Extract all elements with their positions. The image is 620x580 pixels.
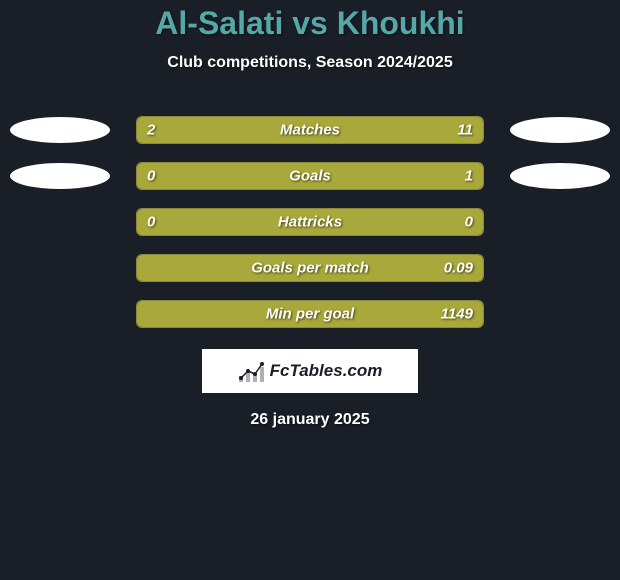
logo-text: FcTables.com — [270, 361, 383, 381]
stat-label: Min per goal — [266, 306, 354, 323]
stat-bar: 0 0 Hattricks — [136, 208, 484, 236]
left-value: 0 — [147, 214, 155, 231]
stat-label: Goals — [289, 168, 331, 185]
left-value: 0 — [147, 168, 155, 185]
subtitle: Club competitions, Season 2024/2025 — [0, 54, 620, 72]
stats-rows: 2 11 Matches 0 1 Goals 0 0 Hattricks 0.09 Goals pe… — [0, 107, 620, 337]
stat-label: Matches — [280, 122, 340, 139]
right-value: 1149 — [441, 306, 473, 323]
stat-row: 0.09 Goals per match — [0, 245, 620, 291]
date-label: 26 january 2025 — [0, 411, 620, 429]
stat-row: 0 0 Hattricks — [0, 199, 620, 245]
right-value: 11 — [457, 122, 473, 139]
stat-bar: 2 11 Matches — [136, 116, 484, 144]
left-value: 2 — [147, 122, 155, 139]
right-value: 0.09 — [444, 260, 473, 277]
stat-row: 0 1 Goals — [0, 153, 620, 199]
stat-bar: 0 1 Goals — [136, 162, 484, 190]
player-left-marker — [10, 117, 110, 143]
bar-left-fill — [137, 117, 190, 143]
player-right-marker — [510, 163, 610, 189]
stat-label: Goals per match — [251, 260, 369, 277]
stat-bar: 0.09 Goals per match — [136, 254, 484, 282]
stat-label: Hattricks — [278, 214, 342, 231]
stat-bar: 1149 Min per goal — [136, 300, 484, 328]
comparison-widget: Al-Salati vs Khoukhi Club competitions, … — [0, 0, 620, 429]
right-value: 1 — [465, 168, 473, 185]
chart-icon — [238, 360, 266, 382]
logo-box[interactable]: FcTables.com — [202, 349, 418, 393]
player-left-marker — [10, 163, 110, 189]
page-title: Al-Salati vs Khoukhi — [0, 5, 620, 42]
right-value: 0 — [465, 214, 473, 231]
stat-row: 1149 Min per goal — [0, 291, 620, 337]
stat-row: 2 11 Matches — [0, 107, 620, 153]
player-right-marker — [510, 117, 610, 143]
